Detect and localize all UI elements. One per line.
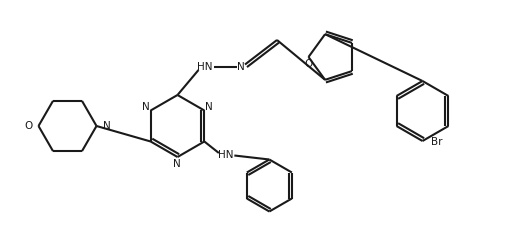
- Text: Br: Br: [431, 137, 442, 147]
- Text: N: N: [172, 159, 180, 169]
- Text: HN: HN: [197, 62, 212, 73]
- Text: N: N: [102, 121, 110, 131]
- Text: O: O: [304, 59, 312, 69]
- Text: N: N: [237, 62, 244, 73]
- Text: N: N: [205, 102, 213, 112]
- Text: N: N: [142, 102, 149, 112]
- Text: HN: HN: [217, 150, 233, 161]
- Text: O: O: [24, 121, 33, 131]
